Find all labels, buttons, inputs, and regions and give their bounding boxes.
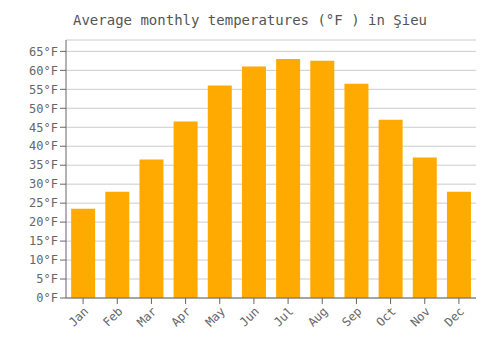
svg-text:Feb: Feb	[100, 304, 125, 329]
svg-text:Jun: Jun	[237, 304, 262, 329]
svg-text:Jul: Jul	[271, 304, 296, 329]
svg-text:65°F: 65°F	[29, 45, 58, 59]
svg-text:Sep: Sep	[339, 304, 364, 329]
svg-text:50°F: 50°F	[29, 102, 58, 116]
svg-text:55°F: 55°F	[29, 83, 58, 97]
svg-text:Jan: Jan	[66, 304, 91, 329]
svg-text:Aug: Aug	[305, 304, 330, 329]
svg-text:60°F: 60°F	[29, 64, 58, 78]
svg-text:Apr: Apr	[168, 304, 193, 329]
svg-text:30°F: 30°F	[29, 177, 58, 191]
svg-text:15°F: 15°F	[29, 234, 58, 248]
svg-text:Mar: Mar	[134, 304, 159, 329]
svg-text:Oct: Oct	[373, 304, 398, 329]
svg-text:0°F: 0°F	[36, 291, 58, 305]
svg-text:10°F: 10°F	[29, 253, 58, 267]
svg-text:20°F: 20°F	[29, 215, 58, 229]
svg-text:5°F: 5°F	[36, 272, 58, 286]
svg-text:40°F: 40°F	[29, 139, 58, 153]
svg-text:May: May	[203, 304, 228, 329]
html-text:Average monthly temperatures (: Average monthly temperatures (°F ) in Şi…	[73, 12, 427, 28]
svg-text:45°F: 45°F	[29, 121, 58, 135]
svg-text:25°F: 25°F	[29, 196, 58, 210]
svg-text:35°F: 35°F	[29, 158, 58, 172]
svg-text:Dec: Dec	[442, 304, 467, 329]
svg-text:Nov: Nov	[408, 304, 433, 329]
